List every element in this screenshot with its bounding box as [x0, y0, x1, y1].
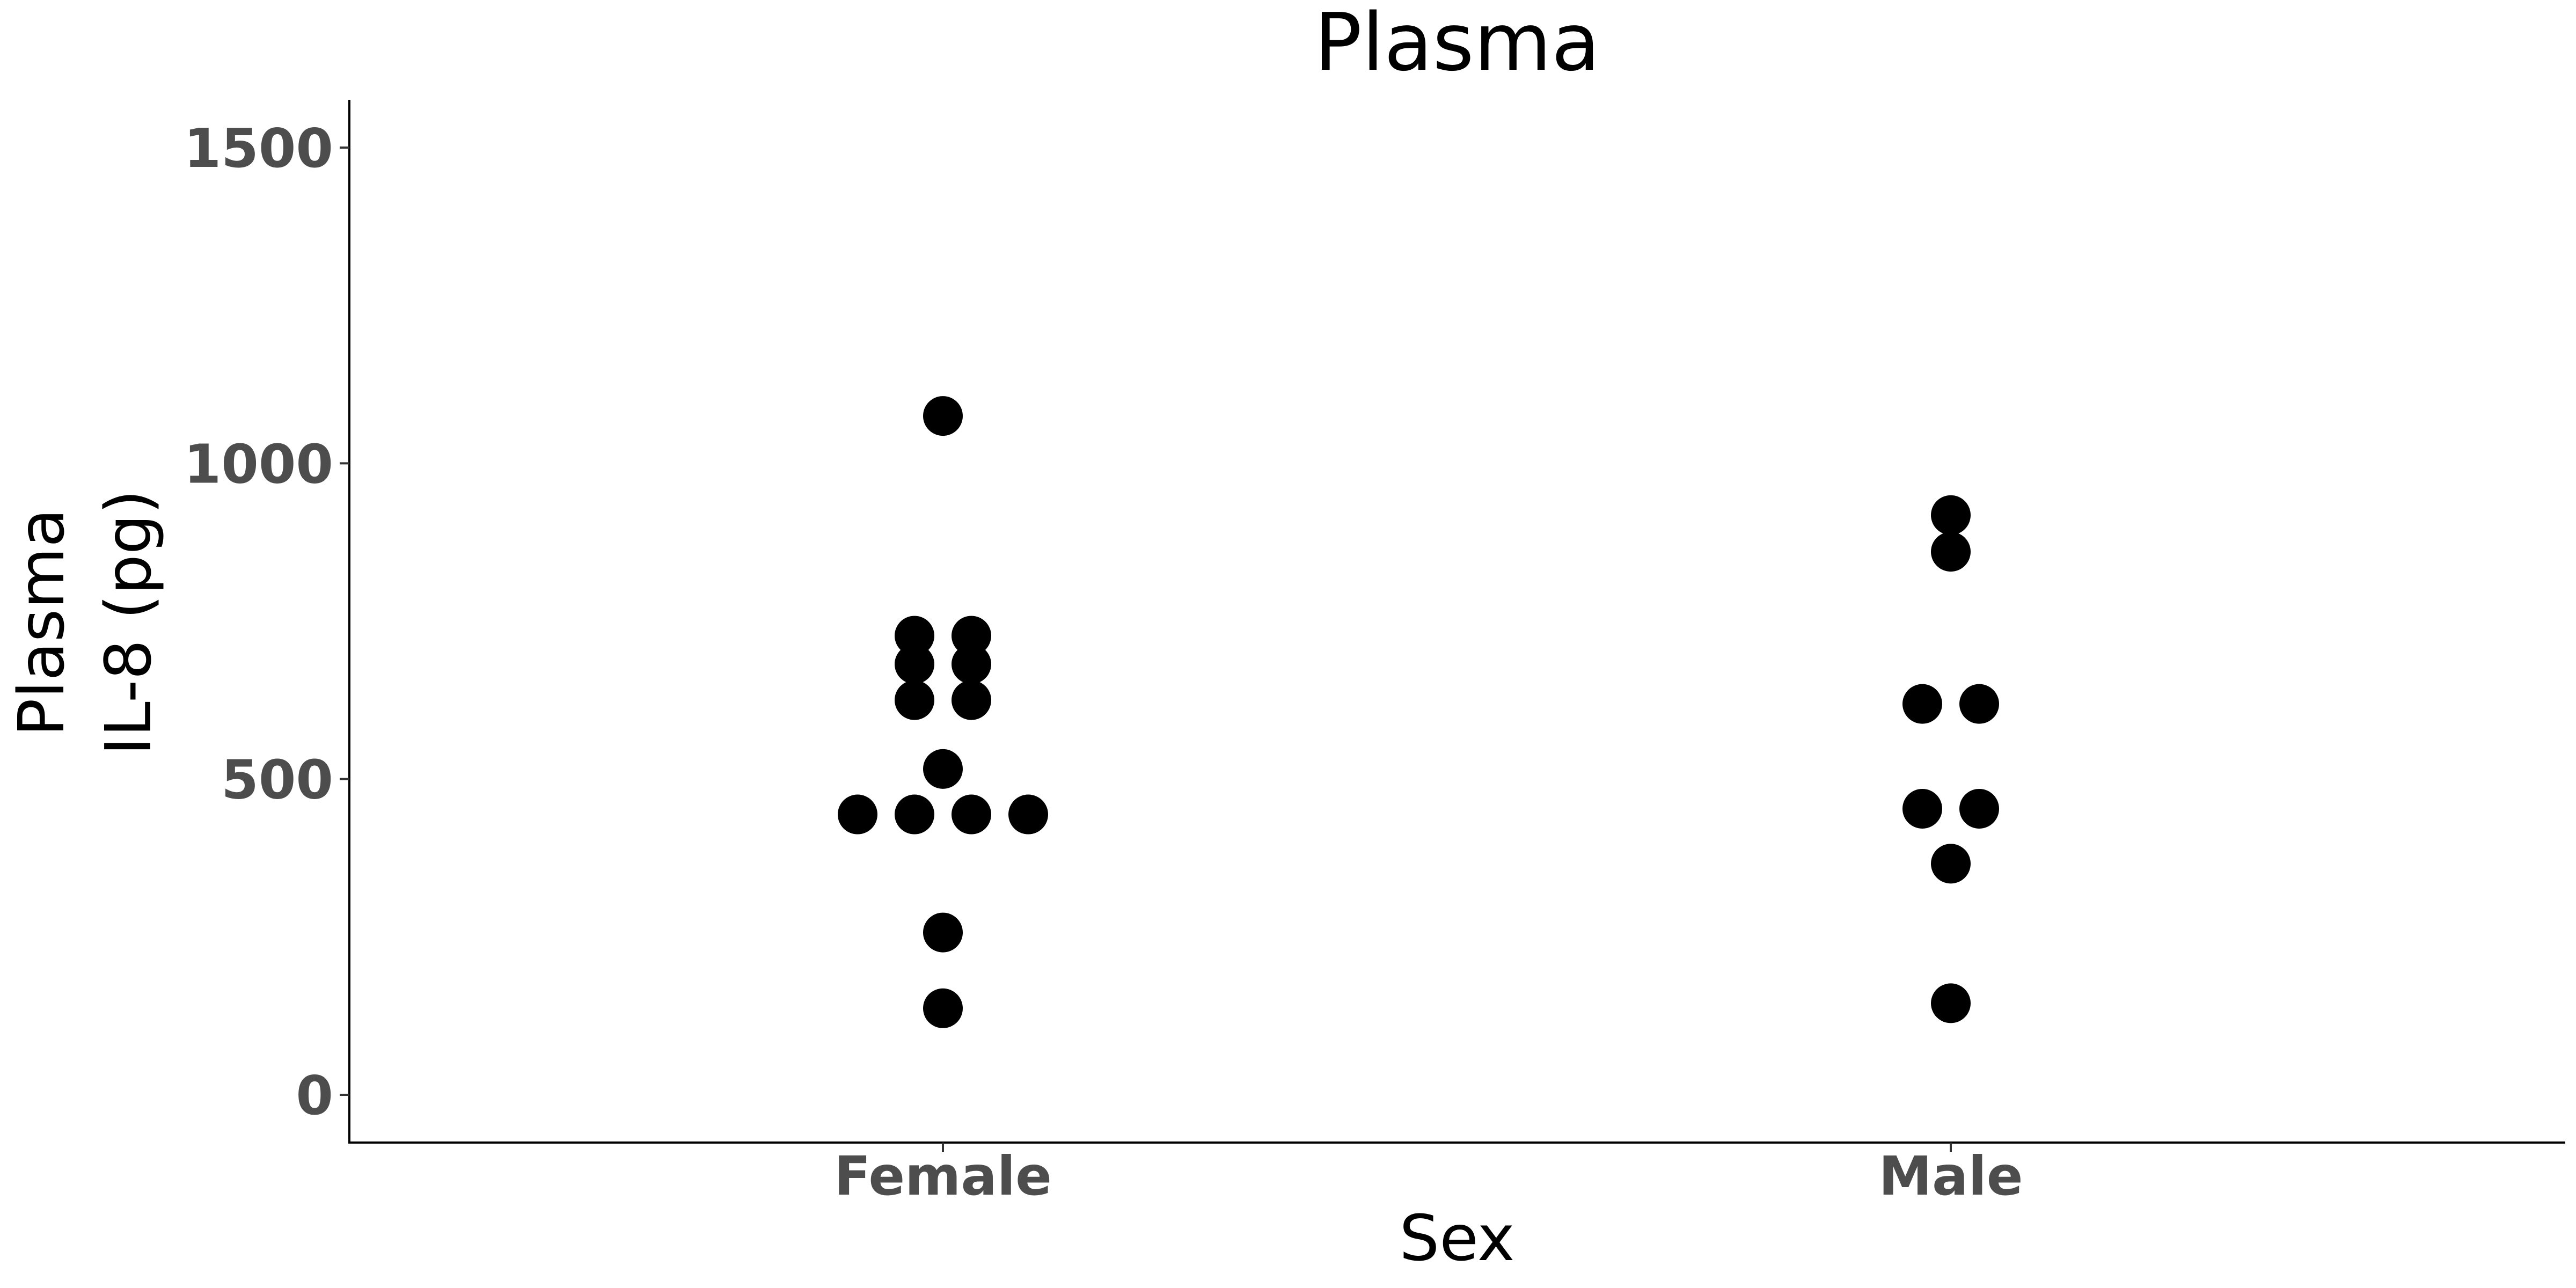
data-point-male [1902, 684, 1942, 724]
y-tick-label: 1000 [184, 433, 333, 495]
y-tick-label: 500 [221, 749, 333, 811]
y-axis-title-line-1: Plasma [4, 509, 78, 737]
data-point-female [895, 644, 934, 684]
data-point-female [923, 988, 963, 1028]
data-point-female [838, 794, 877, 835]
chart-title: Plasma [1314, 0, 1600, 89]
y-tick-label: 0 [296, 1064, 333, 1127]
data-point-female [1008, 794, 1048, 835]
data-point-male [1959, 684, 1999, 724]
data-point-female [952, 644, 991, 684]
data-point-female [923, 396, 963, 436]
data-point-female [895, 680, 934, 720]
y-tick-label: 1500 [184, 117, 333, 180]
x-axis-ticks: Female Male [834, 1143, 2023, 1208]
data-point-male [1959, 788, 1999, 829]
data-point-female [952, 616, 991, 656]
data-point-male [1931, 844, 1971, 884]
data-point-female [923, 912, 963, 953]
data-points [838, 396, 1999, 1028]
y-axis-ticks: 0 500 1000 1500 [184, 117, 349, 1127]
data-point-female [952, 794, 991, 835]
data-point-male [1931, 532, 1971, 572]
x-tick-label-male: Male [1878, 1145, 2023, 1208]
data-point-male [1931, 495, 1971, 535]
x-axis-title: Sex [1399, 1201, 1514, 1275]
y-axis-title: Plasma IL-8 (pg) [4, 489, 165, 756]
y-axis-title-line-2: IL-8 (pg) [91, 489, 165, 756]
data-point-female [895, 616, 934, 656]
data-point-male [1931, 983, 1971, 1023]
data-point-female [895, 794, 934, 835]
data-point-female [952, 680, 991, 720]
data-point-female [923, 749, 963, 789]
data-point-male [1902, 788, 1942, 829]
x-tick-label-female: Female [834, 1145, 1052, 1208]
